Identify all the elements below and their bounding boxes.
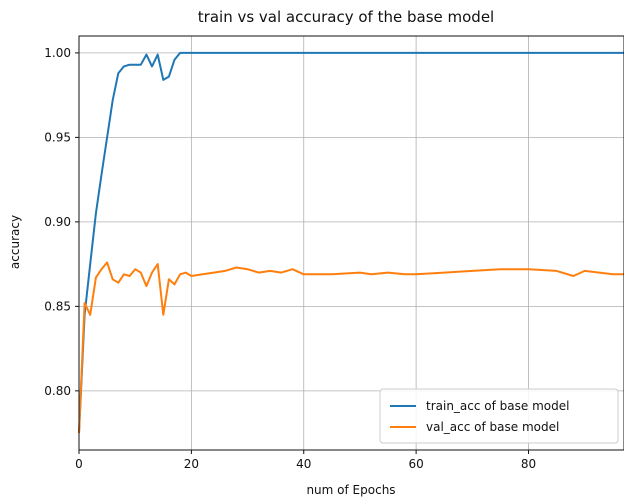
x-tick-label: 60 bbox=[408, 457, 423, 471]
series-lines bbox=[79, 53, 624, 433]
x-tick-label: 20 bbox=[184, 457, 199, 471]
x-axis-label: num of Epochs bbox=[306, 483, 395, 497]
legend-label-0: train_acc of base model bbox=[426, 399, 569, 413]
y-tick-label: 0.90 bbox=[44, 215, 71, 229]
x-tick-label: 80 bbox=[521, 457, 536, 471]
x-tick-label: 40 bbox=[296, 457, 311, 471]
y-tick-label: 1.00 bbox=[44, 46, 71, 60]
x-tick-label: 0 bbox=[75, 457, 83, 471]
y-tick-label: 0.80 bbox=[44, 384, 71, 398]
legend: train_acc of base model val_acc of base m… bbox=[380, 389, 618, 443]
legend-label-1: val_acc of base model bbox=[426, 420, 559, 434]
series-line-0 bbox=[79, 53, 624, 433]
plot-frame bbox=[79, 36, 624, 450]
y-axis-label: accuracy bbox=[8, 215, 22, 269]
y-tick-label: 0.95 bbox=[44, 130, 71, 144]
chart-title: train vs val accuracy of the base model bbox=[198, 8, 494, 26]
y-tick-label: 0.85 bbox=[44, 299, 71, 313]
legend-box bbox=[380, 389, 618, 443]
grid bbox=[79, 36, 624, 450]
